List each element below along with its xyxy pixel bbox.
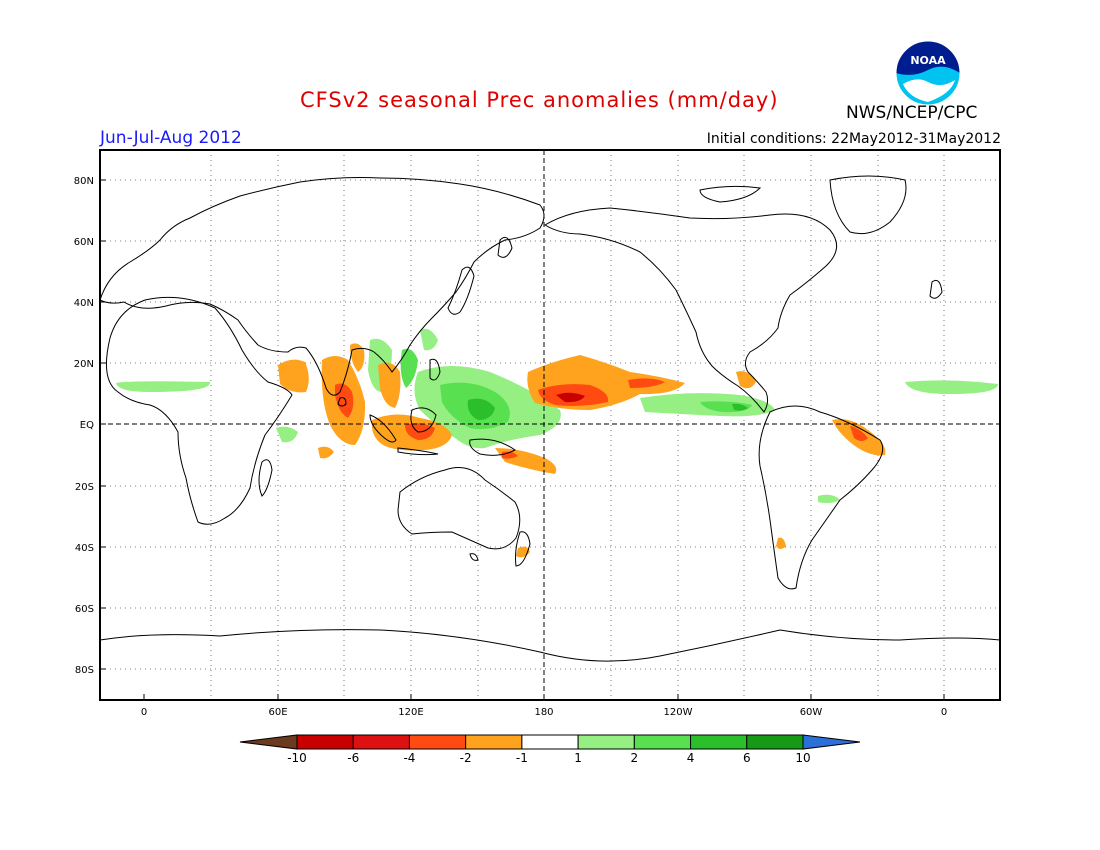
colorbar-label: 10 [795, 751, 810, 765]
lat-tick-label: 20S [75, 482, 94, 493]
lon-tick-label: 60E [268, 707, 287, 718]
colorbar-segment [465, 734, 523, 750]
lat-tick-label: 20N [74, 359, 94, 370]
lon-tick-label: 180 [534, 707, 553, 718]
colorbar-label: -1 [516, 751, 528, 765]
anomaly-wet-east-pacific-peak [732, 403, 748, 411]
coastline-eurasia [99, 177, 545, 396]
lon-tick-label: 0 [941, 707, 947, 718]
colorbar-label: 2 [631, 751, 639, 765]
latitude-axis: 80N 60N 40N 20N EQ 20S 40S 60S 80S [74, 176, 106, 676]
lat-tick-label: 40N [74, 298, 94, 309]
colorbar-segment [296, 734, 354, 750]
coastline-new-guinea [469, 438, 516, 456]
coastline-sri-lanka [337, 397, 347, 407]
coastline-north-america [544, 207, 837, 413]
coastline-greenland [829, 175, 907, 235]
colorbar-segment [746, 734, 804, 750]
anomaly-wet-south-china-sea [400, 348, 418, 388]
lat-tick-label: 40S [75, 543, 94, 554]
noaa-logo: NOAA [895, 40, 961, 106]
lat-tick-label: 60N [74, 237, 94, 248]
noaa-logo-text: NOAA [910, 54, 946, 67]
colorbar-segment [352, 734, 410, 750]
colorbar-segment [521, 734, 579, 750]
anomaly-wet-atlantic-west [116, 381, 211, 392]
colorbar-label: -4 [403, 751, 415, 765]
coastline-australia [397, 467, 521, 550]
lat-tick-label: 80N [74, 176, 94, 187]
lon-tick-label: 120W [664, 707, 693, 718]
anomaly-dry-brazil-core [850, 426, 868, 441]
colorbar-segment [690, 734, 748, 750]
lat-tick-label: EQ [80, 420, 94, 431]
coastline-philippines [429, 358, 441, 381]
anomaly-dry-indochina [378, 362, 401, 408]
coastline-new-zealand [515, 531, 531, 567]
lon-tick-label: 60W [800, 707, 823, 718]
coastline-antarctica [99, 629, 1001, 662]
lat-tick-label: 80S [75, 665, 94, 676]
anomaly-wet-philippines [420, 328, 438, 351]
coastline-kamchatka [497, 236, 513, 258]
coastline-uk [929, 279, 943, 299]
anomaly-dry-patagonia [776, 537, 786, 549]
map-title: CFSv2 seasonal Prec anomalies (mm/day) [300, 88, 779, 112]
colorbar-segment [577, 734, 635, 750]
colorbar-label: 4 [687, 751, 695, 765]
colorbar-label: -6 [347, 751, 359, 765]
anomaly-dry-central-pacific-core [556, 392, 585, 403]
colorbar-arrow-high [802, 734, 861, 750]
lat-tick-label: 60S [75, 604, 94, 615]
colorbar-label: -2 [460, 751, 472, 765]
colorbar-label: -10 [287, 751, 307, 765]
colorbar-segment [408, 734, 467, 750]
coastline-borneo [410, 407, 437, 433]
colorbar-label: 6 [743, 751, 751, 765]
coastlines [99, 175, 1001, 662]
coastline-madagascar [258, 459, 273, 497]
longitude-axis: 0 60E 120E 180 120W 60W 0 [141, 694, 947, 718]
anomaly-wet-south-america [818, 494, 840, 504]
coastline-africa [105, 296, 293, 525]
colorbar-arrow-low [239, 734, 298, 750]
anomaly-wet-indian-ocean [276, 426, 298, 443]
initial-conditions-label: Initial conditions: 22May2012-31May2012 [706, 131, 1001, 147]
anomaly-dry-bay-bengal [350, 343, 365, 372]
coastline-arctic-islands [699, 185, 762, 203]
coastline-south-america [758, 405, 884, 590]
anomaly-dry-arabian-sea [278, 359, 309, 393]
colorbar-segment [633, 734, 692, 750]
anomaly-wet-atlantic-east [905, 380, 998, 394]
lon-tick-label: 120E [398, 707, 423, 718]
agency-label: NWS/NCEP/CPC [846, 103, 978, 123]
map-frame [99, 149, 1001, 701]
colorbar: -10 -6 -4 -2 -1 1 2 4 6 10 [239, 734, 861, 765]
anomaly-dry-east-africa [318, 446, 334, 459]
lon-tick-label: 0 [141, 707, 147, 718]
anomaly-wet-west-pacific-peak [467, 398, 495, 420]
anomaly-dry-pacific-east-tail [628, 378, 665, 388]
coastline-japan [447, 266, 475, 315]
colorbar-label: 1 [574, 751, 582, 765]
season-label: Jun-Jul-Aug 2012 [100, 128, 242, 148]
coastline-java [397, 447, 439, 456]
coastline-tasmania [469, 553, 479, 561]
